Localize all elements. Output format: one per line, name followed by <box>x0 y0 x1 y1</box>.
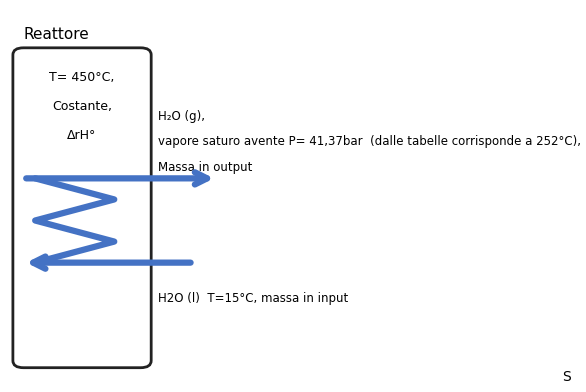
Text: T= 450°C,: T= 450°C, <box>49 71 115 83</box>
Text: vapore saturo avente P= 41,37bar  (dalle tabelle corrisponde a 252°C),: vapore saturo avente P= 41,37bar (dalle … <box>158 135 581 148</box>
Text: S: S <box>563 370 571 384</box>
Text: Reattore: Reattore <box>23 27 89 42</box>
Text: ΔrH°: ΔrH° <box>67 129 97 142</box>
FancyBboxPatch shape <box>13 48 151 368</box>
Text: H₂O (g),: H₂O (g), <box>158 110 205 123</box>
Text: H2O (l)  T=15°C, massa in input: H2O (l) T=15°C, massa in input <box>158 292 349 305</box>
Text: Massa in output: Massa in output <box>158 161 253 174</box>
Text: Costante,: Costante, <box>52 100 112 113</box>
